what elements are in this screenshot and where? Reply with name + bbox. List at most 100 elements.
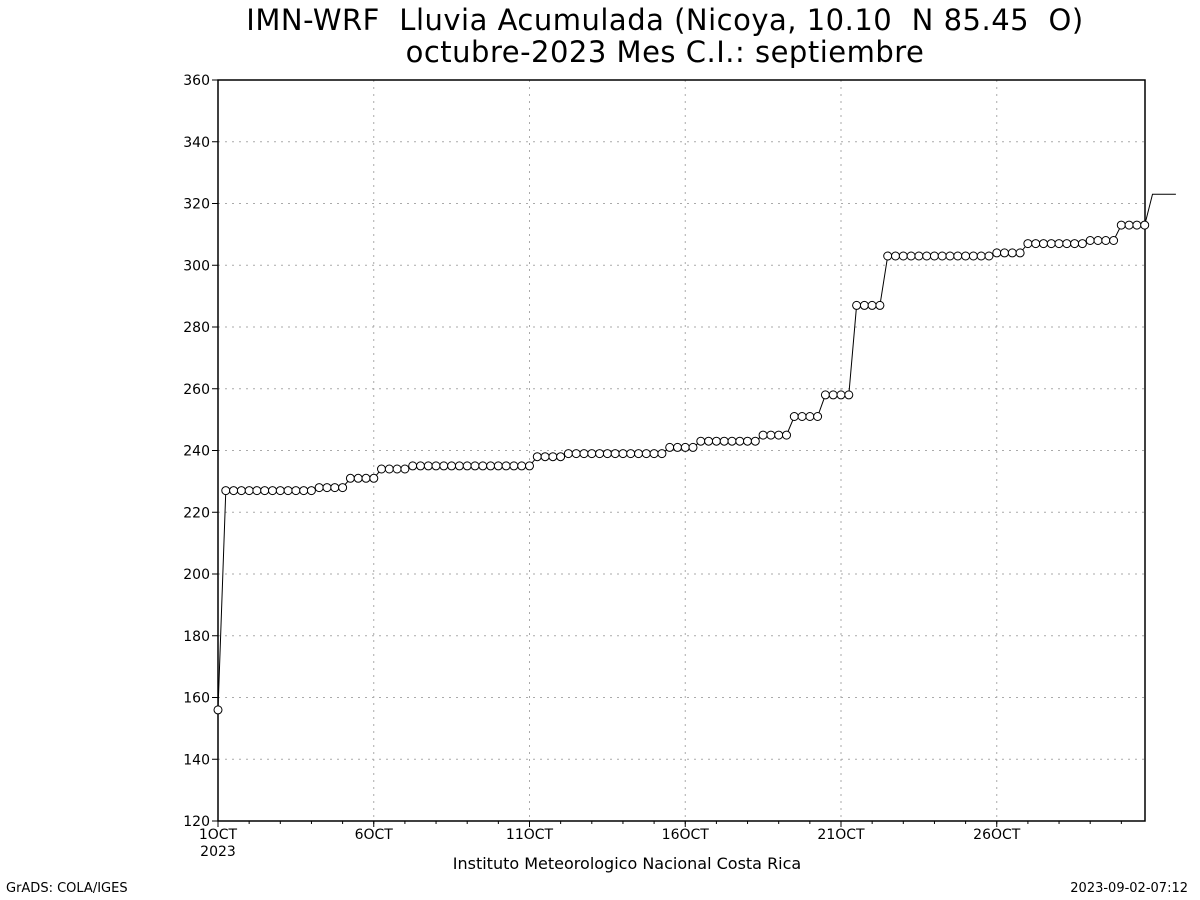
x-tick-label: 21OCT <box>817 827 865 843</box>
data-point <box>937 251 947 261</box>
x-axis-label: Instituto Meteorologico Nacional Costa R… <box>453 854 801 873</box>
data-point <box>587 449 597 459</box>
x-tick-label: 26OCT <box>973 827 1021 843</box>
data-point <box>478 461 488 471</box>
chart-subtitle: octubre-2023 Mes C.I.: septiembre <box>405 35 925 69</box>
data-point <box>1054 239 1064 249</box>
data-point <box>813 412 823 421</box>
data-point <box>992 248 1002 258</box>
data-point <box>906 251 916 261</box>
data-point <box>353 473 363 483</box>
data-point <box>688 442 698 452</box>
data-point <box>345 473 355 483</box>
data-point <box>283 486 293 496</box>
y-tick-label: 120 <box>183 814 210 830</box>
data-point <box>891 251 900 261</box>
data-point <box>1085 236 1095 245</box>
data-point <box>532 452 542 462</box>
series-line <box>217 193 1176 710</box>
data-point <box>306 486 316 496</box>
x-tick-label: 11OCT <box>506 827 554 843</box>
data-point <box>665 442 675 452</box>
x-tick-label: 6OCT <box>355 827 394 843</box>
data-point <box>447 461 457 471</box>
data-point <box>789 412 799 421</box>
data-point <box>299 486 309 496</box>
footer-timestamp: 2023-09-02-07:12 <box>1070 881 1188 896</box>
data-point <box>556 452 566 462</box>
data-point <box>735 436 745 446</box>
data-point <box>1039 239 1048 249</box>
data-point <box>1046 239 1056 249</box>
data-point <box>229 486 239 496</box>
data-point <box>867 300 877 310</box>
x-tick-label: 16OCT <box>662 827 710 843</box>
data-point <box>361 473 371 483</box>
data-point <box>945 251 955 261</box>
data-point <box>462 461 472 471</box>
data-point <box>1109 236 1119 245</box>
data-point <box>408 461 418 471</box>
data-point <box>1101 236 1111 245</box>
data-point <box>602 449 612 459</box>
data-point <box>984 251 994 261</box>
data-point <box>766 430 776 440</box>
data-point <box>260 486 270 496</box>
y-tick-label: 140 <box>183 752 210 768</box>
grid <box>218 80 1145 821</box>
data-point <box>314 483 324 493</box>
data-point <box>1062 239 1072 249</box>
data-point <box>548 452 558 462</box>
data-point <box>517 461 527 471</box>
data-point <box>1140 220 1150 230</box>
data-point <box>579 449 589 459</box>
series-markers <box>213 220 1150 715</box>
data-point <box>875 300 885 310</box>
data-point <box>486 461 496 471</box>
data-point <box>431 461 441 471</box>
data-point <box>953 251 963 261</box>
y-tick-label: 220 <box>183 505 210 521</box>
data-point <box>1070 239 1080 249</box>
data-point <box>268 486 277 496</box>
data-point <box>275 486 285 496</box>
y-tick-label: 300 <box>183 258 210 274</box>
data-point <box>820 390 830 400</box>
data-point <box>236 486 246 496</box>
data-point <box>563 449 573 459</box>
data-point <box>1000 248 1009 258</box>
data-point <box>626 449 636 459</box>
data-point <box>501 461 511 471</box>
data-point <box>244 486 254 496</box>
data-point <box>1031 239 1041 249</box>
data-point <box>657 449 667 459</box>
data-point <box>898 251 908 261</box>
data-point <box>610 449 620 459</box>
data-point <box>976 251 986 261</box>
data-point <box>727 436 737 446</box>
data-point <box>750 436 760 446</box>
data-point <box>680 442 690 452</box>
x-tick-label: 1OCT <box>199 827 238 843</box>
y-tick-label: 160 <box>183 691 210 707</box>
data-point <box>392 464 402 474</box>
data-point <box>1015 248 1025 258</box>
data-point <box>571 449 581 459</box>
data-point <box>634 449 643 459</box>
data-point <box>719 436 729 446</box>
data-point <box>673 442 682 452</box>
footer-credit: GrADS: COLA/IGES <box>6 881 128 896</box>
x-tick-sublabel: 2023 <box>200 844 236 860</box>
y-tick-label: 200 <box>183 567 210 583</box>
data-point <box>922 251 932 261</box>
data-point <box>758 430 768 440</box>
data-point <box>649 449 659 459</box>
data-point <box>400 464 410 474</box>
data-point <box>416 461 425 471</box>
data-point <box>470 461 480 471</box>
data-point <box>852 300 862 310</box>
y-tick-label: 320 <box>183 197 210 213</box>
data-point <box>968 251 978 261</box>
data-point <box>213 705 223 715</box>
data-point <box>1077 239 1087 249</box>
